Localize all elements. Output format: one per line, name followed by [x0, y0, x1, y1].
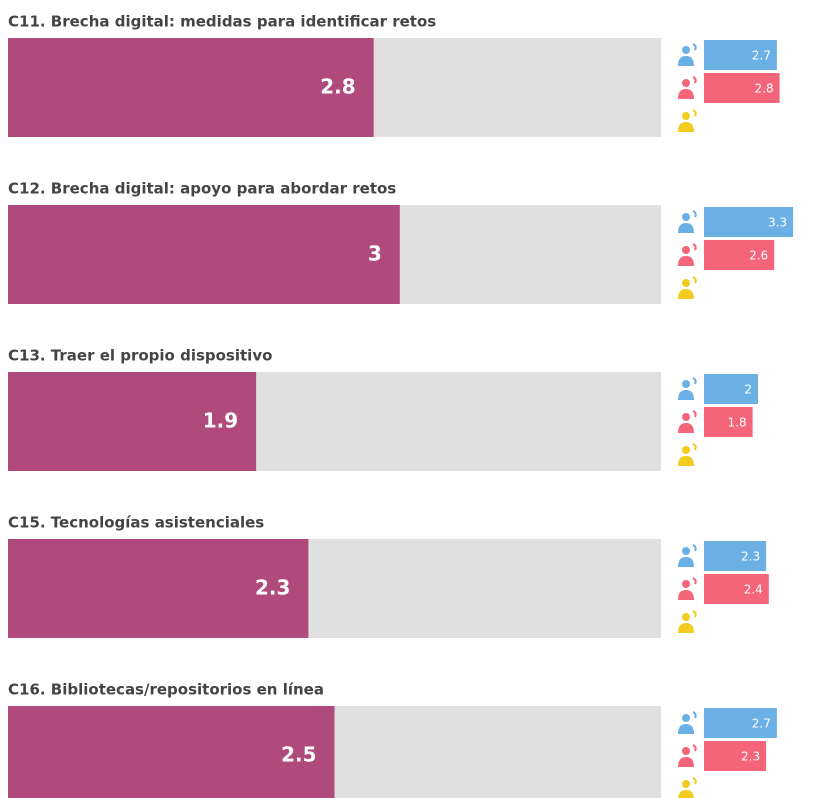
icon: [692, 443, 697, 451]
bar: [704, 73, 780, 103]
icon: [678, 724, 694, 734]
icon: [682, 580, 690, 588]
panel-title: C16. Bibliotecas/repositorios en línea: [8, 681, 324, 699]
value-label: 2.7: [752, 49, 771, 63]
icon: [678, 423, 694, 433]
icon: [682, 714, 690, 722]
value-label: 2.3: [741, 750, 760, 764]
bar: [8, 539, 309, 638]
value-label: 2.7: [752, 717, 771, 731]
icon: [682, 780, 690, 788]
bar: [704, 374, 758, 404]
icon: [692, 777, 697, 785]
bar: [704, 407, 753, 437]
icon: [692, 276, 697, 284]
icon: [682, 279, 690, 287]
icon: [678, 590, 694, 600]
icon: [678, 790, 694, 798]
icon: [692, 544, 697, 552]
panel-title: C15. Tecnologías asistenciales: [8, 514, 264, 532]
icon: [682, 112, 690, 120]
value-label: 2.3: [741, 550, 760, 564]
icon: [678, 623, 694, 633]
bar: [8, 372, 257, 471]
value-label: 2.3: [255, 576, 290, 600]
icon: [678, 256, 694, 266]
value-label: 2: [744, 383, 752, 397]
bar: [704, 708, 777, 738]
panel-title: C12. Brecha digital: apoyo para abordar …: [8, 180, 396, 198]
icon: [692, 744, 697, 752]
value-label: 1.9: [203, 409, 238, 433]
value-label: 2.8: [755, 82, 774, 96]
bar: [704, 741, 767, 771]
value-label: 2.5: [281, 743, 316, 767]
icon: [692, 109, 697, 117]
icon: [678, 456, 694, 466]
icon: [678, 289, 694, 299]
icon: [682, 747, 690, 755]
icon: [692, 377, 697, 385]
icon: [682, 246, 690, 254]
panel-title: C11. Brecha digital: medidas para identi…: [8, 13, 436, 31]
icon: [682, 613, 690, 621]
value-label: 2.8: [320, 75, 355, 99]
bar: [704, 574, 769, 604]
bar: [704, 240, 775, 270]
icon: [678, 223, 694, 233]
value-label: 3.3: [768, 216, 787, 230]
icon: [692, 610, 697, 618]
icon: [678, 56, 694, 66]
icon: [692, 410, 697, 418]
icon: [692, 577, 697, 585]
icon: [678, 89, 694, 99]
icon: [692, 43, 697, 51]
value-label: 1.8: [728, 416, 747, 430]
bar: [704, 40, 777, 70]
icon: [678, 390, 694, 400]
value-label: 2.4: [744, 583, 763, 597]
bar: [704, 207, 794, 237]
icon: [678, 757, 694, 767]
bar: [8, 205, 400, 304]
icon: [682, 446, 690, 454]
value-label: 2.6: [749, 249, 768, 263]
icon: [682, 213, 690, 221]
icon: [692, 243, 697, 251]
panel-title: C13. Traer el propio dispositivo: [8, 347, 272, 365]
bar: [8, 706, 335, 798]
icon: [678, 122, 694, 132]
icon: [692, 711, 697, 719]
bar: [8, 38, 374, 137]
value-label: 3: [368, 242, 382, 266]
icon: [682, 79, 690, 87]
icon: [682, 547, 690, 555]
icon: [682, 380, 690, 388]
icon: [678, 557, 694, 567]
icon: [682, 413, 690, 421]
icon: [682, 46, 690, 54]
icon: [692, 76, 697, 84]
icon: [692, 210, 697, 218]
bar: [704, 541, 767, 571]
